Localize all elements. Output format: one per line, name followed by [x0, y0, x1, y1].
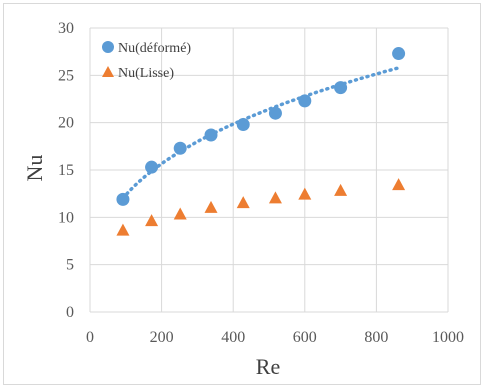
x-tick-label: 600 — [293, 329, 317, 346]
point-deforme — [334, 81, 348, 95]
y-tick-label: 30 — [58, 20, 74, 37]
point-lisse — [145, 214, 159, 227]
x-axis-ticks: 0 200 400 600 800 1000 — [86, 329, 464, 346]
point-lisse — [116, 223, 130, 236]
gridlines — [89, 27, 449, 313]
x-tick-label: 800 — [364, 329, 388, 346]
x-tick-label: 1000 — [432, 329, 464, 346]
x-tick-label: 0 — [86, 329, 94, 346]
y-tick-label: 20 — [58, 115, 74, 132]
point-deforme — [236, 118, 250, 132]
legend-label-lisse: Nu(Lisse) — [118, 66, 174, 81]
y-tick-label: 0 — [66, 304, 74, 321]
point-deforme — [145, 160, 159, 174]
data-points — [116, 47, 406, 236]
trendline-layer — [121, 66, 401, 200]
y-axis-label: Nu — [22, 155, 47, 182]
point-lisse — [268, 191, 282, 204]
y-tick-label: 15 — [58, 162, 74, 179]
x-tick-label: 400 — [221, 329, 245, 346]
point-deforme — [298, 94, 312, 108]
chart-frame — [3, 3, 481, 385]
legend-label-deforme: Nu(déformé) — [118, 41, 191, 56]
point-deforme — [204, 128, 218, 142]
y-axis-ticks: 0 5 10 15 20 25 30 — [58, 20, 74, 321]
y-tick-label: 25 — [58, 67, 74, 84]
legend-marker-deforme — [102, 41, 114, 53]
point-deforme — [173, 141, 187, 155]
trendline-0 — [121, 66, 401, 200]
point-deforme — [392, 47, 406, 61]
point-lisse — [334, 183, 348, 196]
point-deforme — [116, 192, 130, 206]
point-lisse — [236, 196, 250, 209]
point-lisse — [204, 200, 218, 213]
legend: Nu(déformé) Nu(Lisse) — [102, 41, 191, 81]
y-tick-label: 5 — [66, 257, 74, 274]
x-tick-label: 200 — [150, 329, 174, 346]
legend-marker-lisse — [102, 66, 114, 77]
x-axis-label: Re — [256, 354, 280, 379]
point-lisse — [173, 207, 187, 220]
y-tick-label: 10 — [58, 209, 74, 226]
point-deforme — [268, 106, 282, 120]
point-lisse — [392, 178, 406, 191]
point-lisse — [298, 187, 312, 200]
